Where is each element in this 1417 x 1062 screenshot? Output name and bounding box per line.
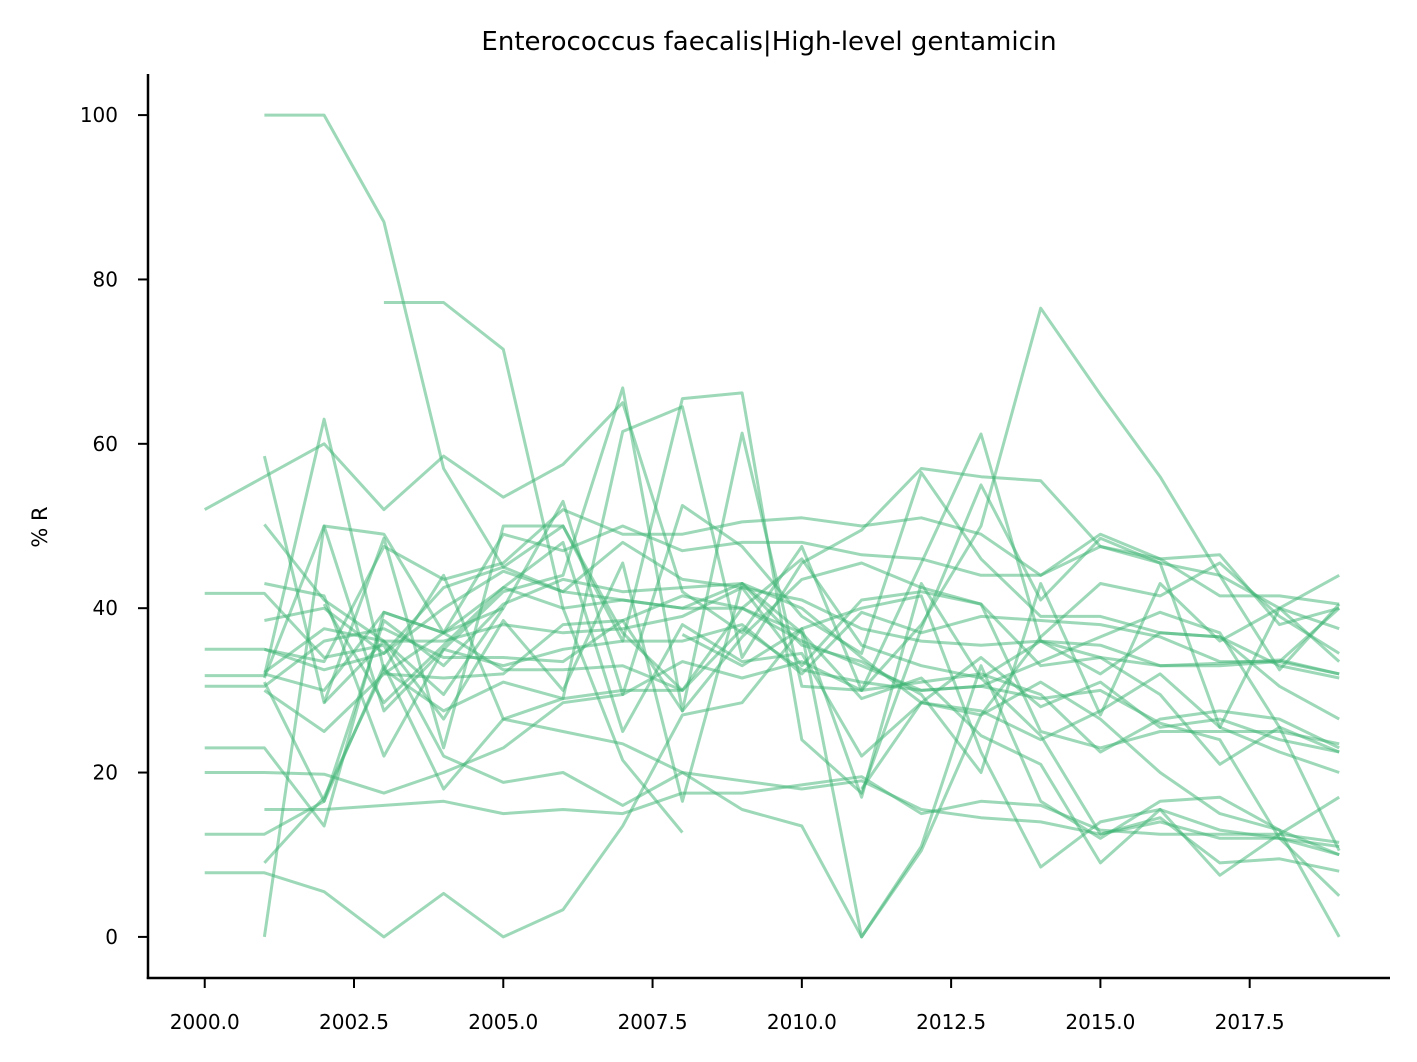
series-line-13 xyxy=(263,524,1340,713)
y-tick-label: 20 xyxy=(93,761,118,785)
chart-title: Enterococcus faecalis|High-level gentami… xyxy=(481,27,1056,57)
y-tick-label: 0 xyxy=(105,925,118,949)
series-line-4 xyxy=(262,391,1341,795)
series-line-6 xyxy=(264,386,1340,766)
series-line-9 xyxy=(264,508,1340,664)
series-line-15 xyxy=(263,577,1340,803)
y-axis-ticks: 0 20 40 60 80 100 xyxy=(80,103,148,949)
x-axis-ticks: 2000.0 2002.5 2005.0 2007.5 2010.0 2012.5 2015… xyxy=(170,978,1285,1034)
series-line-17 xyxy=(204,660,1340,795)
x-tick-label: 2010.0 xyxy=(767,1010,837,1034)
x-tick-label: 2012.5 xyxy=(916,1010,986,1034)
series-line-12 xyxy=(263,561,1340,750)
y-axis-label: % R xyxy=(28,506,52,547)
series-line-29 xyxy=(860,561,1340,790)
series-line-20 xyxy=(204,594,1340,939)
y-tick-label: 80 xyxy=(93,267,118,291)
series-line-22 xyxy=(204,417,1341,897)
series-layer xyxy=(203,113,1341,939)
series-line-3 xyxy=(203,306,1341,692)
series-line-27 xyxy=(383,606,504,676)
y-tick-label: 40 xyxy=(93,596,118,620)
series-line-24 xyxy=(204,591,1341,939)
series-line-1 xyxy=(264,113,684,692)
series-line-26 xyxy=(323,561,1340,803)
series-line-21 xyxy=(204,594,1340,939)
series-line-2 xyxy=(383,301,684,834)
x-tick-label: 2015.0 xyxy=(1065,1010,1135,1034)
y-tick-label: 60 xyxy=(93,432,118,456)
x-tick-label: 2005.0 xyxy=(468,1010,538,1034)
x-tick-label: 2000.0 xyxy=(170,1010,240,1034)
series-line-19 xyxy=(204,664,1340,857)
y-tick-label: 100 xyxy=(80,103,118,127)
series-line-18 xyxy=(204,610,1341,852)
series-line-23 xyxy=(204,565,1340,877)
series-line-16 xyxy=(264,775,1340,844)
series-line-28 xyxy=(681,582,1340,873)
x-tick-label: 2007.5 xyxy=(618,1010,688,1034)
series-line-25 xyxy=(322,540,1340,758)
x-tick-label: 2017.5 xyxy=(1215,1010,1285,1034)
series-line-14 xyxy=(263,586,1340,680)
x-tick-label: 2002.5 xyxy=(319,1010,389,1034)
